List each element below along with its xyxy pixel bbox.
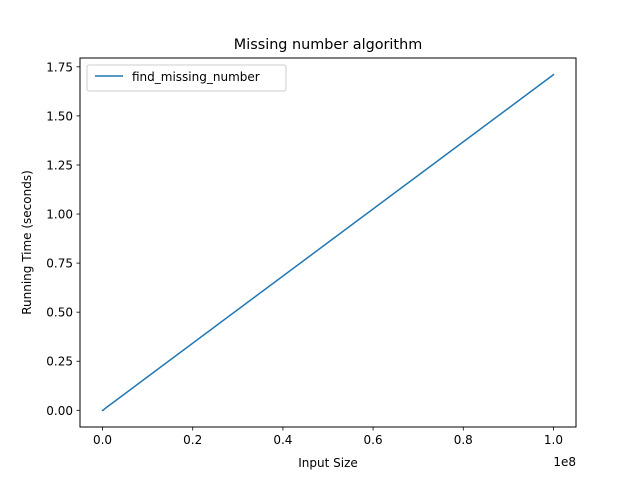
y-axis-ticks: 0.00 0.25 0.50 0.75 1.00 1.25 1.50 1.75 (46, 60, 80, 418)
x-tick-label: 1.0 (544, 433, 563, 447)
x-axis-label: Input Size (298, 456, 358, 470)
x-tick-label: 0.2 (183, 433, 202, 447)
plot-area (79, 57, 577, 428)
x-axis-offset-label: 1e8 (553, 455, 576, 469)
y-tick-label: 1.25 (46, 158, 73, 172)
y-tick-label: 1.50 (46, 109, 73, 123)
y-tick-label: 0.25 (46, 355, 73, 369)
y-axis-label: Running Time (seconds) (20, 170, 34, 315)
y-tick-label: 0.50 (46, 306, 73, 320)
y-tick-label: 1.00 (46, 208, 73, 222)
chart-title: Missing number algorithm (234, 37, 422, 53)
legend: find_missing_number (86, 64, 287, 92)
axes-frame (79, 57, 577, 428)
series-layer (101, 73, 555, 412)
x-axis-ticks: 0.0 0.2 0.4 0.6 0.8 1.0 (93, 427, 563, 447)
series-line-find-missing-number (101, 73, 555, 412)
x-tick-label: 0.6 (364, 433, 383, 447)
x-tick-label: 0.4 (273, 433, 292, 447)
legend-frame (86, 64, 287, 92)
y-tick-label: 1.75 (46, 60, 73, 74)
y-tick-label: 0.75 (46, 257, 73, 271)
y-tick-label: 0.00 (46, 404, 73, 418)
x-tick-label: 0.8 (454, 433, 473, 447)
legend-label-find-missing-number: find_missing_number (132, 70, 260, 84)
x-tick-label: 0.0 (93, 433, 112, 447)
